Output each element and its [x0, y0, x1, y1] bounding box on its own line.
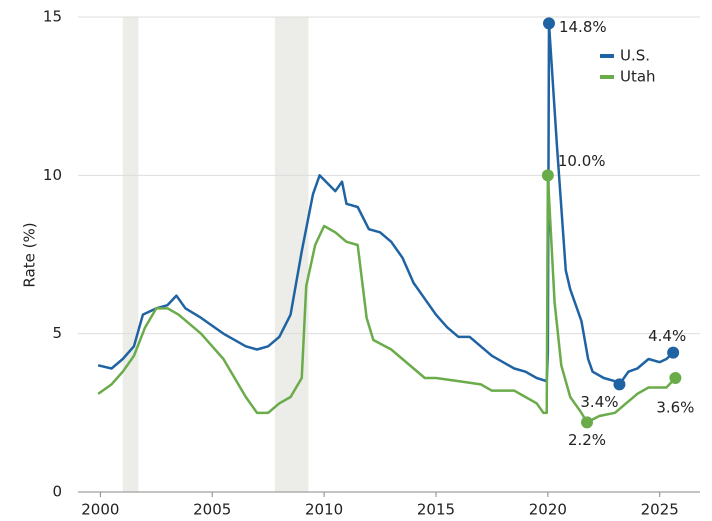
highlight-label: 3.4% — [580, 393, 618, 411]
highlight-dot — [613, 378, 626, 391]
highlight-dot — [669, 372, 682, 384]
recession-band — [274, 17, 309, 492]
highlight-label: 10.0% — [558, 152, 606, 170]
y-tick-label: 0 — [52, 483, 62, 501]
x-tick-label: 2025 — [641, 501, 679, 519]
x-tick-label: 2010 — [305, 501, 343, 519]
x-tick-label: 2020 — [529, 501, 567, 519]
highlight-label: 3.6% — [656, 399, 694, 417]
legend-label: U.S. — [620, 47, 650, 65]
x-tick-label: 2000 — [81, 501, 119, 519]
series-line — [97, 174, 677, 424]
y-tick-label: 5 — [52, 324, 62, 342]
y-axis-label: Rate (%) — [21, 222, 39, 287]
highlight-dot — [667, 346, 680, 359]
series-line — [97, 22, 675, 386]
highlight-label: 2.2% — [568, 431, 606, 449]
highlight-dot — [541, 169, 554, 182]
highlight-label: 4.4% — [648, 327, 686, 345]
legend-label: Utah — [620, 68, 656, 86]
y-tick-label: 10 — [43, 166, 62, 184]
highlight-dot — [581, 416, 594, 429]
x-tick-label: 2005 — [193, 501, 231, 519]
x-tick-label: 2015 — [417, 501, 455, 519]
recession-band — [122, 17, 139, 492]
highlight-label: 14.8% — [559, 18, 607, 36]
highlight-dot — [542, 17, 555, 30]
y-tick-label: 15 — [43, 8, 62, 26]
